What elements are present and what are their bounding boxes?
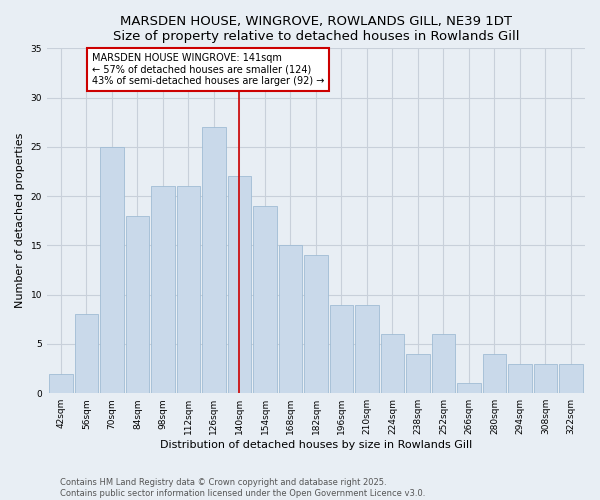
Bar <box>151 186 175 393</box>
Bar <box>100 147 124 393</box>
Text: Contains HM Land Registry data © Crown copyright and database right 2025.
Contai: Contains HM Land Registry data © Crown c… <box>60 478 425 498</box>
Bar <box>483 354 506 393</box>
Bar <box>304 256 328 393</box>
Bar <box>202 127 226 393</box>
Bar <box>406 354 430 393</box>
Title: MARSDEN HOUSE, WINGROVE, ROWLANDS GILL, NE39 1DT
Size of property relative to de: MARSDEN HOUSE, WINGROVE, ROWLANDS GILL, … <box>113 15 519 43</box>
Bar <box>559 364 583 393</box>
Bar <box>177 186 200 393</box>
Y-axis label: Number of detached properties: Number of detached properties <box>15 133 25 308</box>
Bar <box>75 314 98 393</box>
Bar <box>279 246 302 393</box>
Bar <box>228 176 251 393</box>
Bar <box>126 216 149 393</box>
Bar <box>381 334 404 393</box>
X-axis label: Distribution of detached houses by size in Rowlands Gill: Distribution of detached houses by size … <box>160 440 472 450</box>
Bar <box>49 374 73 393</box>
Bar <box>508 364 532 393</box>
Bar <box>330 304 353 393</box>
Bar <box>355 304 379 393</box>
Bar <box>534 364 557 393</box>
Bar <box>457 384 481 393</box>
Text: MARSDEN HOUSE WINGROVE: 141sqm
← 57% of detached houses are smaller (124)
43% of: MARSDEN HOUSE WINGROVE: 141sqm ← 57% of … <box>92 54 324 86</box>
Bar <box>432 334 455 393</box>
Bar <box>253 206 277 393</box>
